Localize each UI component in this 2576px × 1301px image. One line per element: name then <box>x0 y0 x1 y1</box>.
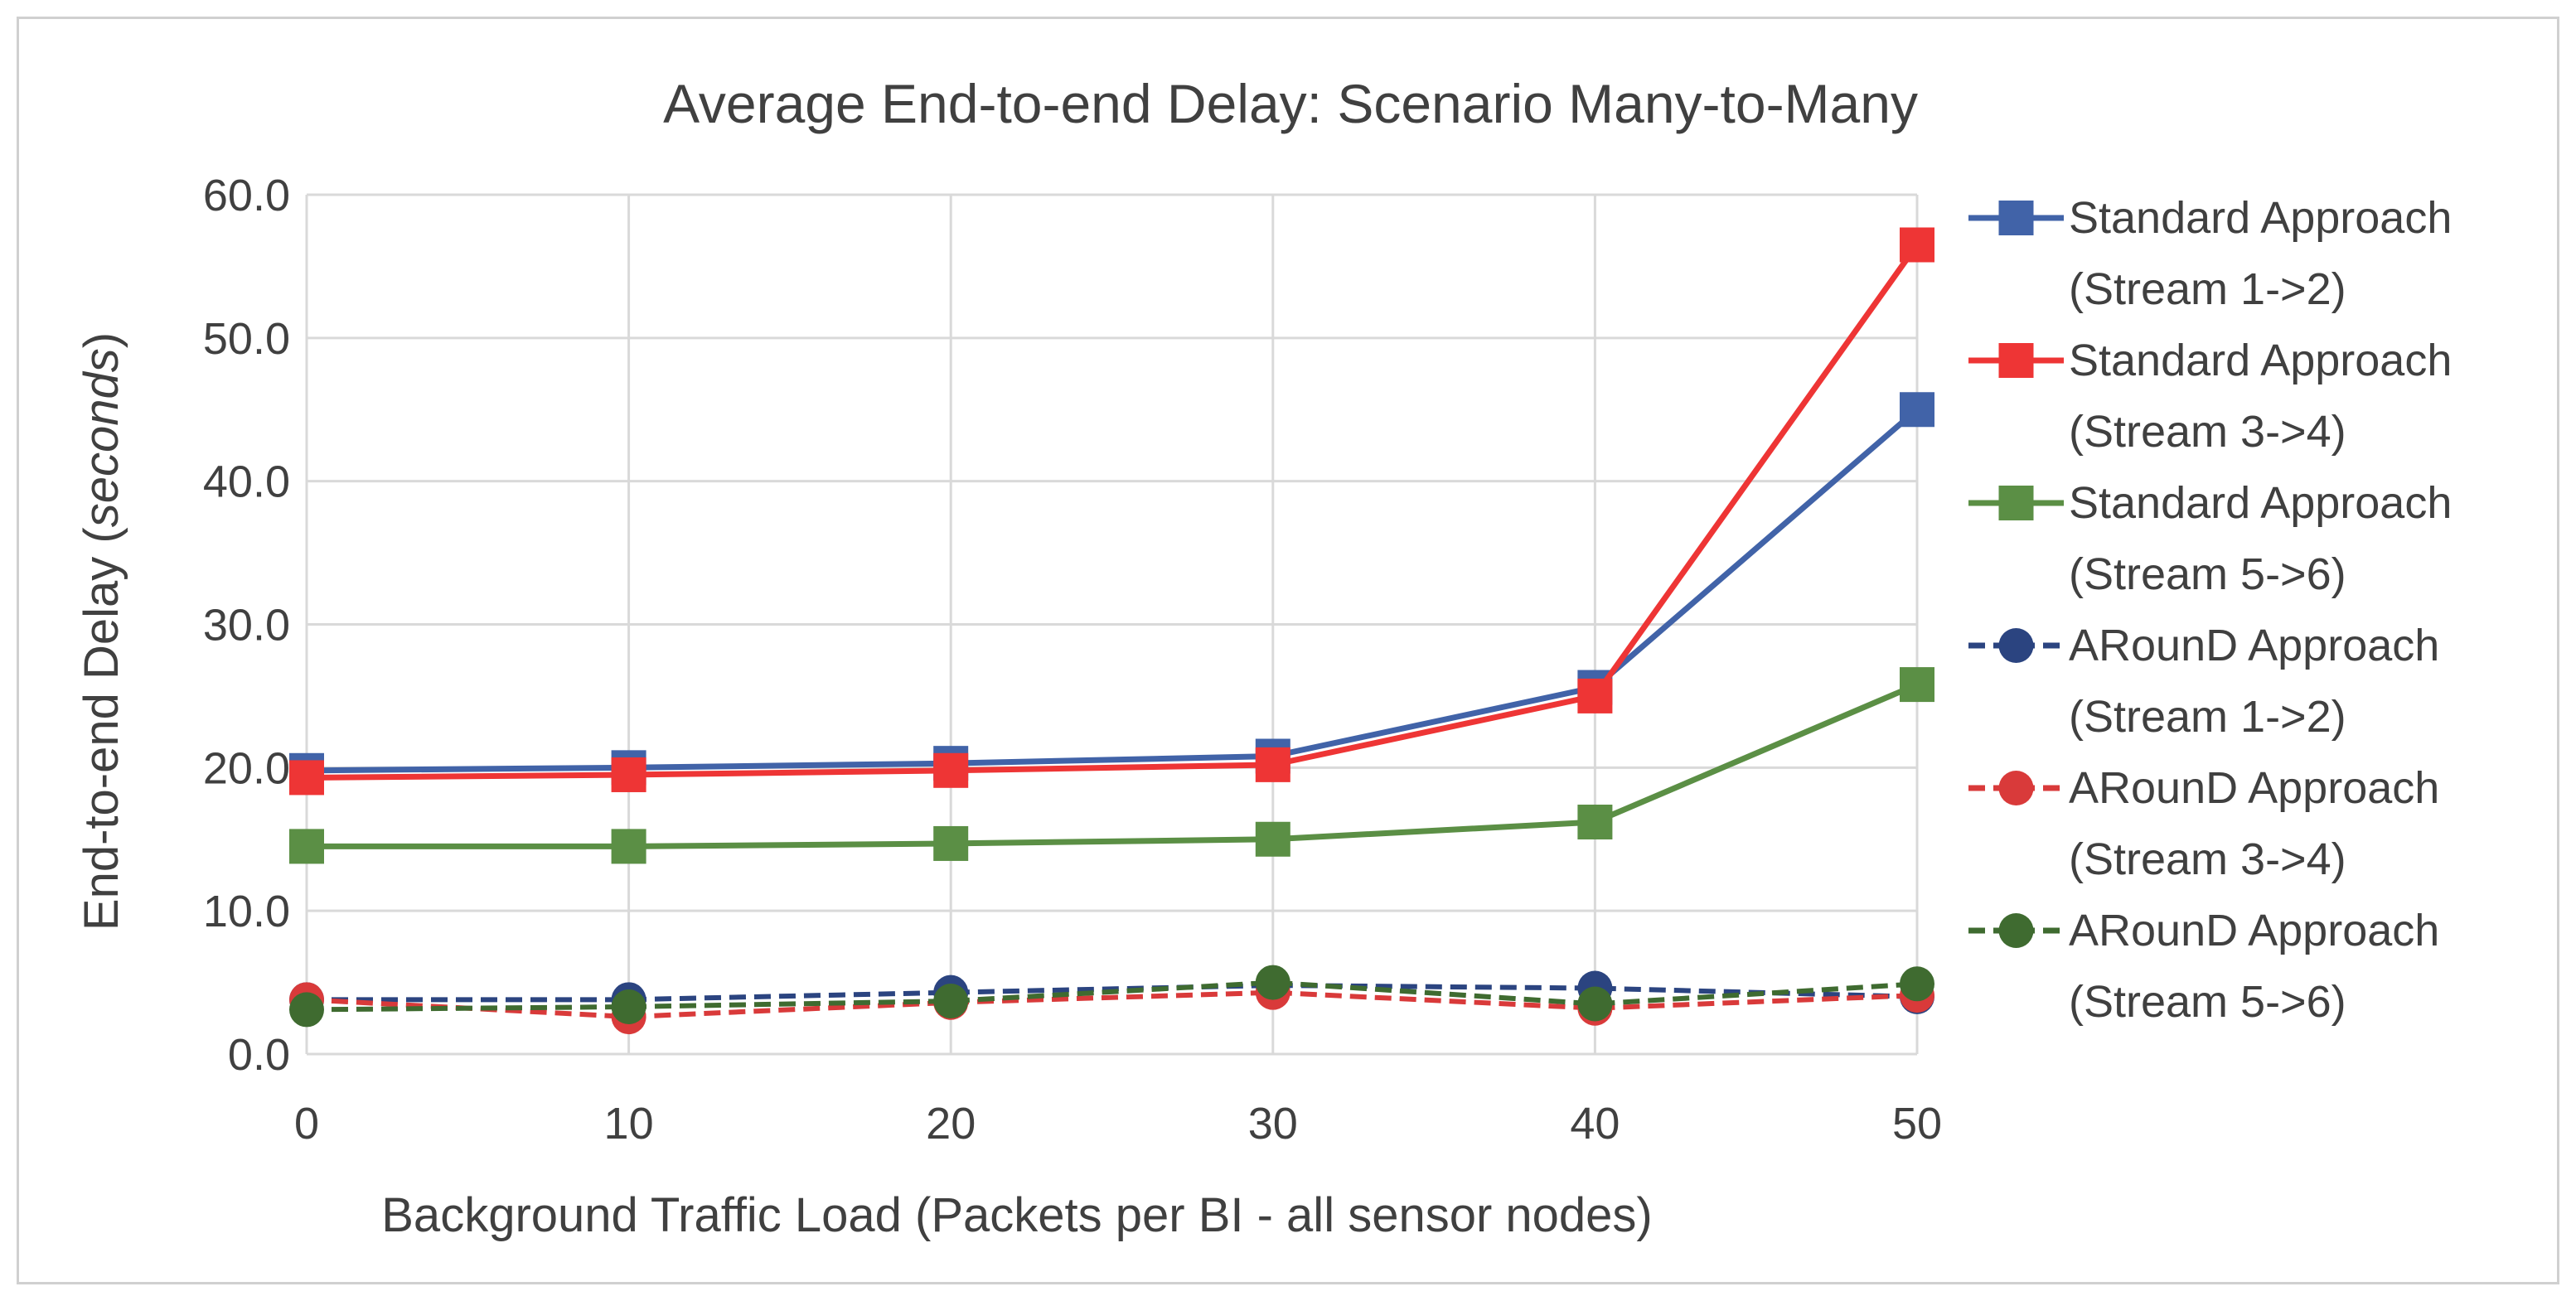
series-layer <box>289 227 1934 1035</box>
legend-swatch-marker-6 <box>1998 913 2034 948</box>
series-3-point-0 <box>289 829 324 864</box>
legend-label-6-line2: (Stream 5->6) <box>2069 977 2346 1027</box>
series-6-point-5 <box>1900 966 1934 1002</box>
legend: Standard Approach(Stream 1->2)Standard A… <box>1968 193 2452 1027</box>
gridlines <box>305 193 1919 1056</box>
y-tick-label-1: 10.0 <box>203 887 290 936</box>
series-1-line <box>306 407 1920 774</box>
legend-label-2-line1: Standard Approach <box>2069 336 2452 385</box>
legend-label-6-line1: ARounD Approach <box>2069 906 2439 955</box>
series-2-line <box>306 243 1920 781</box>
x-axis-ticks: 0 10 20 30 40 50 <box>294 1099 1942 1149</box>
legend-entry-4: ARounD Approach (Stream 1->2) <box>1968 621 2439 742</box>
legend-label-5-line2: (Stream 3->4) <box>2069 834 2346 884</box>
series-2-point-1 <box>611 757 646 792</box>
x-tick-label-2: 20 <box>926 1099 976 1149</box>
y-axis-title-main: End-to-end Delay ( <box>75 527 128 931</box>
series-2-point-3 <box>1255 747 1290 782</box>
legend-label-1-line2: (Stream 1->2) <box>2069 264 2346 314</box>
series-2-point-0 <box>289 760 324 796</box>
legend-label-3-line1: Standard Approach <box>2069 478 2452 528</box>
legend-entry-6: ARounD Approach (Stream 5->6) <box>1968 906 2439 1027</box>
legend-entry-2: Standard Approach (Stream 3->4) <box>1968 336 2452 457</box>
y-tick-label-0: 0.0 <box>228 1030 290 1080</box>
series-3-point-5 <box>1900 667 1934 703</box>
series-6-line <box>306 979 1918 1013</box>
legend-swatch-marker-1 <box>1998 201 2034 235</box>
legend-swatch-marker-5 <box>1998 771 2034 805</box>
series-3 <box>289 667 1934 864</box>
legend-label-1-line1: Standard Approach <box>2069 193 2452 243</box>
series-1-point-5 <box>1900 392 1934 428</box>
series-6-point-0 <box>289 992 324 1028</box>
y-tick-label-2: 20.0 <box>203 743 290 793</box>
y-axis-title-unit: seconds <box>75 348 128 527</box>
series-6-point-4 <box>1577 986 1613 1022</box>
legend-entry-3: Standard Approach (Stream 5->6) <box>1968 478 2452 599</box>
series-6-point-2 <box>933 984 969 1019</box>
y-axis-ticks: 0.0 10.0 20.0 30.0 40.0 50.0 60.0 <box>203 171 290 1080</box>
y-tick-label-6: 60.0 <box>203 171 290 220</box>
y-tick-label-5: 50.0 <box>203 314 290 364</box>
series-2 <box>289 227 1934 796</box>
legend-label-5-line1: ARounD Approach <box>2069 763 2439 813</box>
series-5 <box>289 975 1934 1035</box>
chart-title: Average End-to-end Delay: Scenario Many-… <box>663 73 1918 134</box>
series-3-point-3 <box>1255 821 1290 857</box>
series-3-point-1 <box>611 829 646 864</box>
x-tick-label-5: 50 <box>1892 1099 1942 1149</box>
x-tick-label-1: 10 <box>604 1099 654 1149</box>
legend-label-4-line2: (Stream 1->2) <box>2069 692 2346 742</box>
legend-entry-1: Standard Approach (Stream 1->2) <box>1968 193 2452 314</box>
series-2-point-4 <box>1577 678 1613 713</box>
legend-label-4-line1: ARounD Approach <box>2069 621 2439 670</box>
series-5-line <box>306 989 1918 1020</box>
y-axis-title-close: ) <box>75 332 128 348</box>
series-2-point-5 <box>1900 227 1934 263</box>
chart-frame <box>17 17 2559 1284</box>
legend-entry-5: ARounD Approach (Stream 3->4) <box>1968 763 2439 884</box>
x-axis-title: Background Traffic Load (Packets per BI … <box>381 1188 1653 1242</box>
series-6-point-3 <box>1255 965 1290 1000</box>
y-tick-label-4: 40.0 <box>203 457 290 507</box>
x-tick-label-4: 40 <box>1570 1099 1620 1149</box>
series-3-line <box>307 681 1919 849</box>
y-axis-title: End-to-end Delay (seconds) <box>75 332 128 931</box>
x-tick-label-0: 0 <box>294 1099 319 1149</box>
legend-label-2-line2: (Stream 3->4) <box>2069 407 2346 457</box>
legend-label-3-line2: (Stream 5->6) <box>2069 549 2346 599</box>
legend-swatch-marker-3 <box>1998 486 2034 520</box>
legend-swatch-marker-2 <box>1998 343 2034 378</box>
x-tick-label-3: 30 <box>1248 1099 1298 1149</box>
series-6-point-1 <box>611 989 646 1024</box>
series-6 <box>289 965 1934 1028</box>
series-3-point-4 <box>1577 805 1613 840</box>
legend-swatch-marker-4 <box>1998 628 2034 663</box>
series-3-point-2 <box>933 825 969 861</box>
series-2-point-2 <box>933 752 969 788</box>
series-1 <box>289 392 1934 788</box>
y-tick-label-3: 30.0 <box>203 601 290 650</box>
series-4-line <box>307 983 1918 1003</box>
